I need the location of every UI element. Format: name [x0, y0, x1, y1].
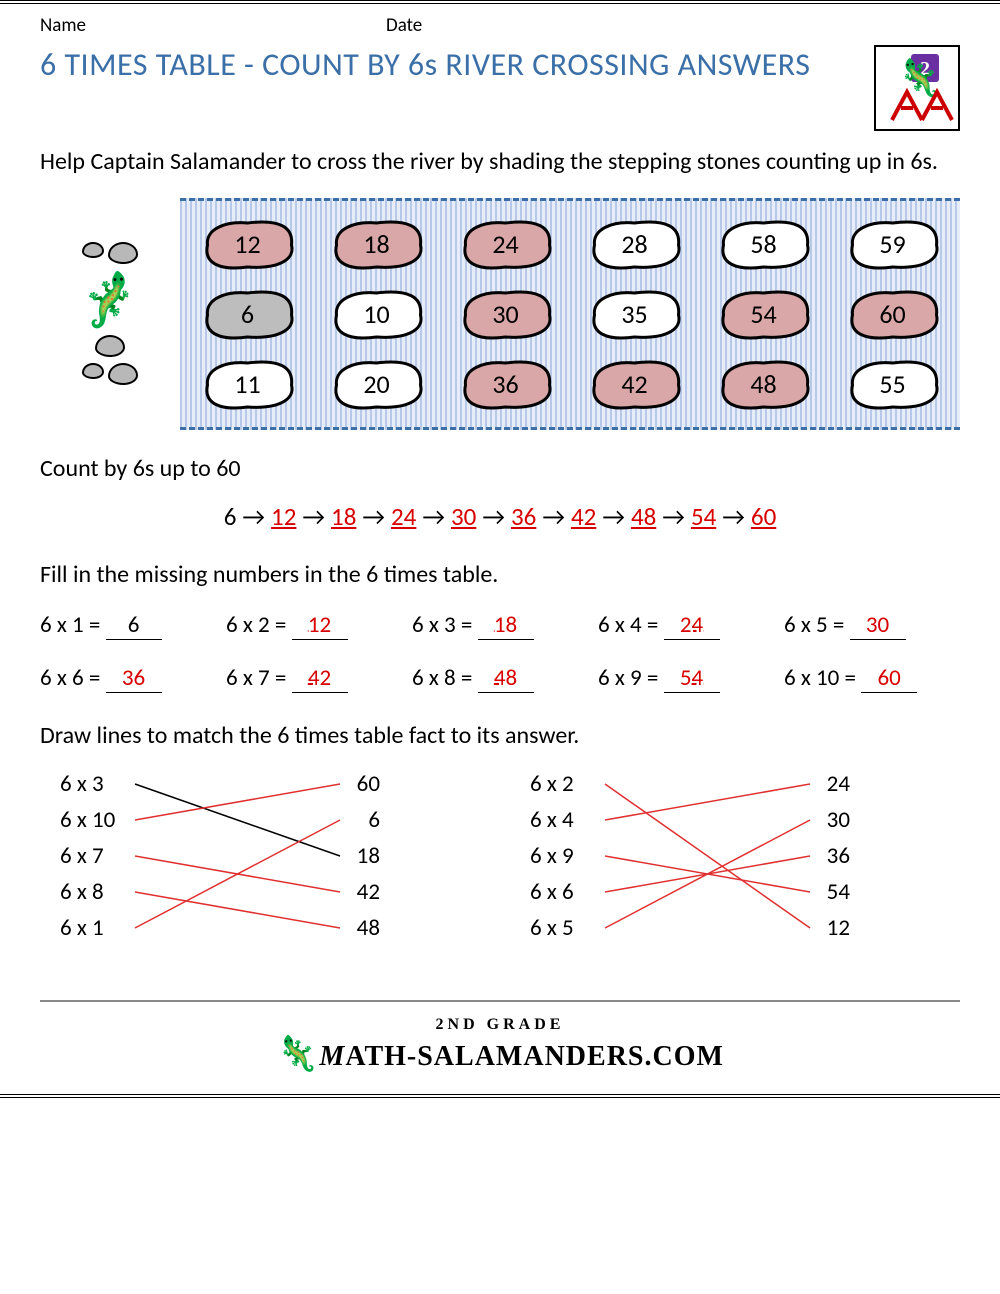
- stone: 36: [450, 355, 561, 413]
- instructions-text: Help Captain Salamander to cross the riv…: [40, 145, 960, 180]
- match-left: 6 x 8: [60, 878, 115, 906]
- stone: 11: [192, 355, 303, 413]
- match-group: 6 x 2 6 x 4 6 x 9 6 x 6 6 x 5 24 30 36 54 12: [510, 770, 890, 960]
- match-left: 6 x 7: [60, 842, 115, 870]
- fill-grid: 6 x 1 = 6 6 x 2 = 12 6 x 3 = 18 6 x 4 = 24 6…: [40, 611, 960, 693]
- stone: 30: [450, 285, 561, 343]
- fill-item: 6 x 9 = 54: [598, 664, 774, 693]
- stone: 10: [321, 285, 432, 343]
- grade-logo: 2 🦎: [874, 45, 960, 131]
- stone: 6: [192, 285, 303, 343]
- match-right: 24: [827, 770, 850, 798]
- salamander-icon: 🦎: [75, 265, 146, 335]
- match-left: 6 x 9: [530, 842, 574, 870]
- count-sequence: 6→12→18→24→30→36→42→48→54→60: [40, 501, 960, 532]
- stone: 55: [837, 355, 948, 413]
- stone: 35: [579, 285, 690, 343]
- name-date-row: Name Date: [40, 14, 960, 37]
- match-left: 6 x 3: [60, 770, 115, 798]
- fill-item: 6 x 2 = 12: [226, 611, 402, 640]
- match-right: 18: [357, 842, 380, 870]
- match-heading: Draw lines to match the 6 times table fa…: [40, 721, 960, 750]
- fill-item: 6 x 7 = 42: [226, 664, 402, 693]
- fill-item: 6 x 10 = 60: [784, 664, 960, 693]
- match-left: 6 x 4: [530, 806, 574, 834]
- match-right: 42: [357, 878, 380, 906]
- worksheet-page: Name Date 6 TIMES TABLE - COUNT BY 6s RI…: [0, 0, 1000, 1098]
- match-left: 6 x 1: [60, 914, 115, 942]
- name-label: Name: [40, 14, 86, 37]
- stone: 18: [321, 215, 432, 273]
- match-right: 54: [827, 878, 850, 906]
- stone: 54: [708, 285, 819, 343]
- fill-item: 6 x 8 = 48: [412, 664, 588, 693]
- match-right: 48: [357, 914, 380, 942]
- stone: 48: [708, 355, 819, 413]
- river-grid: 12 18 24 28 58 59 6 10 30 35 54 60 11 20 36 42 48 55: [180, 198, 960, 430]
- footer-brand: 🦎MATH-SALAMANDERS.COM: [40, 1034, 960, 1074]
- match-right: 60: [357, 770, 380, 798]
- stone: 12: [192, 215, 303, 273]
- stone: 28: [579, 215, 690, 273]
- header-row: 6 TIMES TABLE - COUNT BY 6s RIVER CROSSI…: [40, 45, 960, 131]
- stone: 20: [321, 355, 432, 413]
- fill-item: 6 x 1 = 6: [40, 611, 216, 640]
- date-label: Date: [386, 14, 422, 37]
- footer: 2ND GRADE 🦎MATH-SALAMANDERS.COM: [40, 1000, 960, 1074]
- match-right: 30: [827, 806, 850, 834]
- match-right: 12: [827, 914, 850, 942]
- footer-grade: 2ND GRADE: [40, 1016, 960, 1034]
- fill-heading: Fill in the missing numbers in the 6 tim…: [40, 560, 960, 589]
- match-right: 6: [357, 806, 380, 834]
- match-left: 6 x 5: [530, 914, 574, 942]
- fill-item: 6 x 4 = 24: [598, 611, 774, 640]
- count-heading: Count by 6s up to 60: [40, 454, 960, 483]
- stone: 58: [708, 215, 819, 273]
- match-group: 6 x 3 6 x 10 6 x 7 6 x 8 6 x 1 60 6 18 42 48: [40, 770, 420, 960]
- match-right: 36: [827, 842, 850, 870]
- left-bank: 🦎: [40, 242, 180, 385]
- river-crossing: 🦎 12 18 24 28 58 59 6 10 30 35 54 60 11 20 36 42 48 55: [40, 198, 960, 430]
- stone: 60: [837, 285, 948, 343]
- stone: 59: [837, 215, 948, 273]
- match-left: 6 x 10: [60, 806, 115, 834]
- stone: 24: [450, 215, 561, 273]
- match-left: 6 x 2: [530, 770, 574, 798]
- page-title: 6 TIMES TABLE - COUNT BY 6s RIVER CROSSI…: [40, 45, 874, 85]
- match-left: 6 x 6: [530, 878, 574, 906]
- fill-item: 6 x 3 = 18: [412, 611, 588, 640]
- fill-item: 6 x 6 = 36: [40, 664, 216, 693]
- fill-item: 6 x 5 = 30: [784, 611, 960, 640]
- match-section: 6 x 3 6 x 10 6 x 7 6 x 8 6 x 1 60 6 18 42 48 6 x…: [40, 770, 960, 960]
- stone: 42: [579, 355, 690, 413]
